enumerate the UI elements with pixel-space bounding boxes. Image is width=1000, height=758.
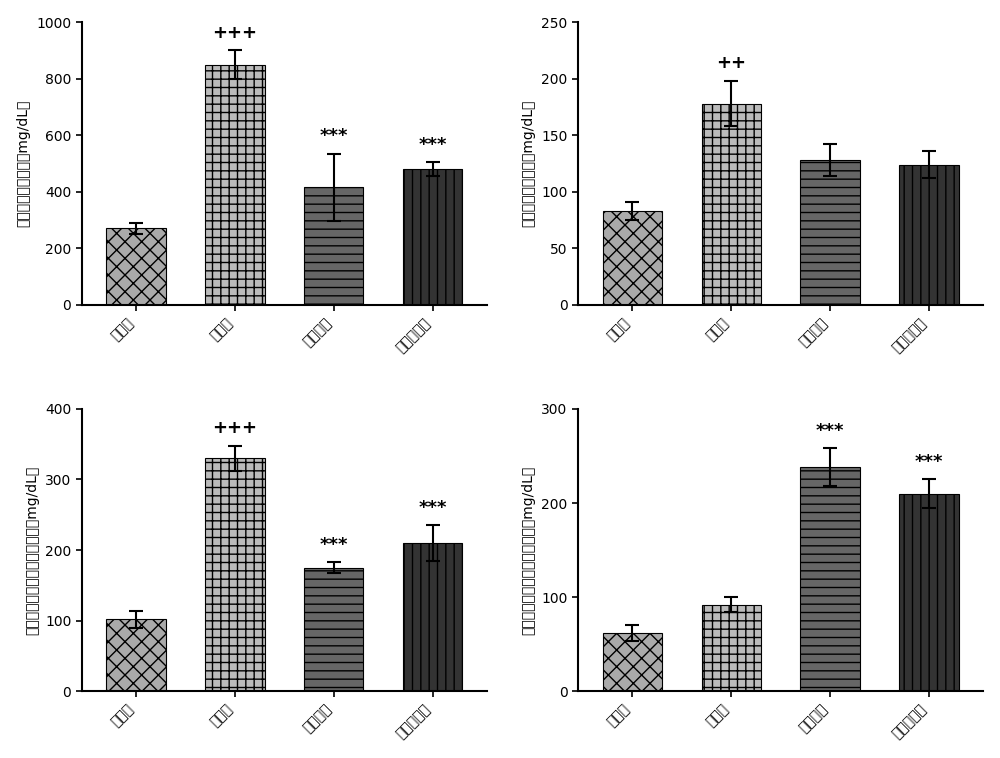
Bar — [702, 605, 761, 691]
Bar — [106, 228, 166, 305]
Text: ***: *** — [418, 136, 447, 154]
Text: +++: +++ — [212, 24, 257, 42]
Bar — [304, 187, 363, 305]
Bar — [899, 493, 959, 691]
Text: ***: *** — [816, 422, 844, 440]
Y-axis label: 血浆总胆固醇浓度（mg/dL）: 血浆总胆固醇浓度（mg/dL） — [17, 100, 31, 227]
Bar — [106, 619, 166, 691]
Bar — [403, 543, 462, 691]
Text: +++: +++ — [212, 419, 257, 437]
Bar — [800, 467, 860, 691]
Y-axis label: 血浆低密度脂蛋白胆固醇浓度（mg/dL）: 血浆低密度脂蛋白胆固醇浓度（mg/dL） — [25, 465, 39, 634]
Bar — [304, 568, 363, 691]
Bar — [403, 169, 462, 305]
Text: ***: *** — [418, 499, 447, 517]
Y-axis label: 血浆高密度脂蛋白胆固醇浓度（mg/dL）: 血浆高密度脂蛋白胆固醇浓度（mg/dL） — [522, 465, 536, 634]
Bar — [899, 164, 959, 305]
Y-axis label: 血浆甘油三酔浓度（mg/dL）: 血浆甘油三酔浓度（mg/dL） — [522, 100, 536, 227]
Bar — [603, 633, 662, 691]
Text: ***: *** — [320, 127, 348, 145]
Bar — [205, 64, 265, 305]
Bar — [800, 160, 860, 305]
Bar — [603, 211, 662, 305]
Text: ++: ++ — [716, 55, 746, 73]
Text: ***: *** — [915, 453, 943, 471]
Bar — [702, 104, 761, 305]
Text: ***: *** — [320, 536, 348, 553]
Bar — [205, 459, 265, 691]
